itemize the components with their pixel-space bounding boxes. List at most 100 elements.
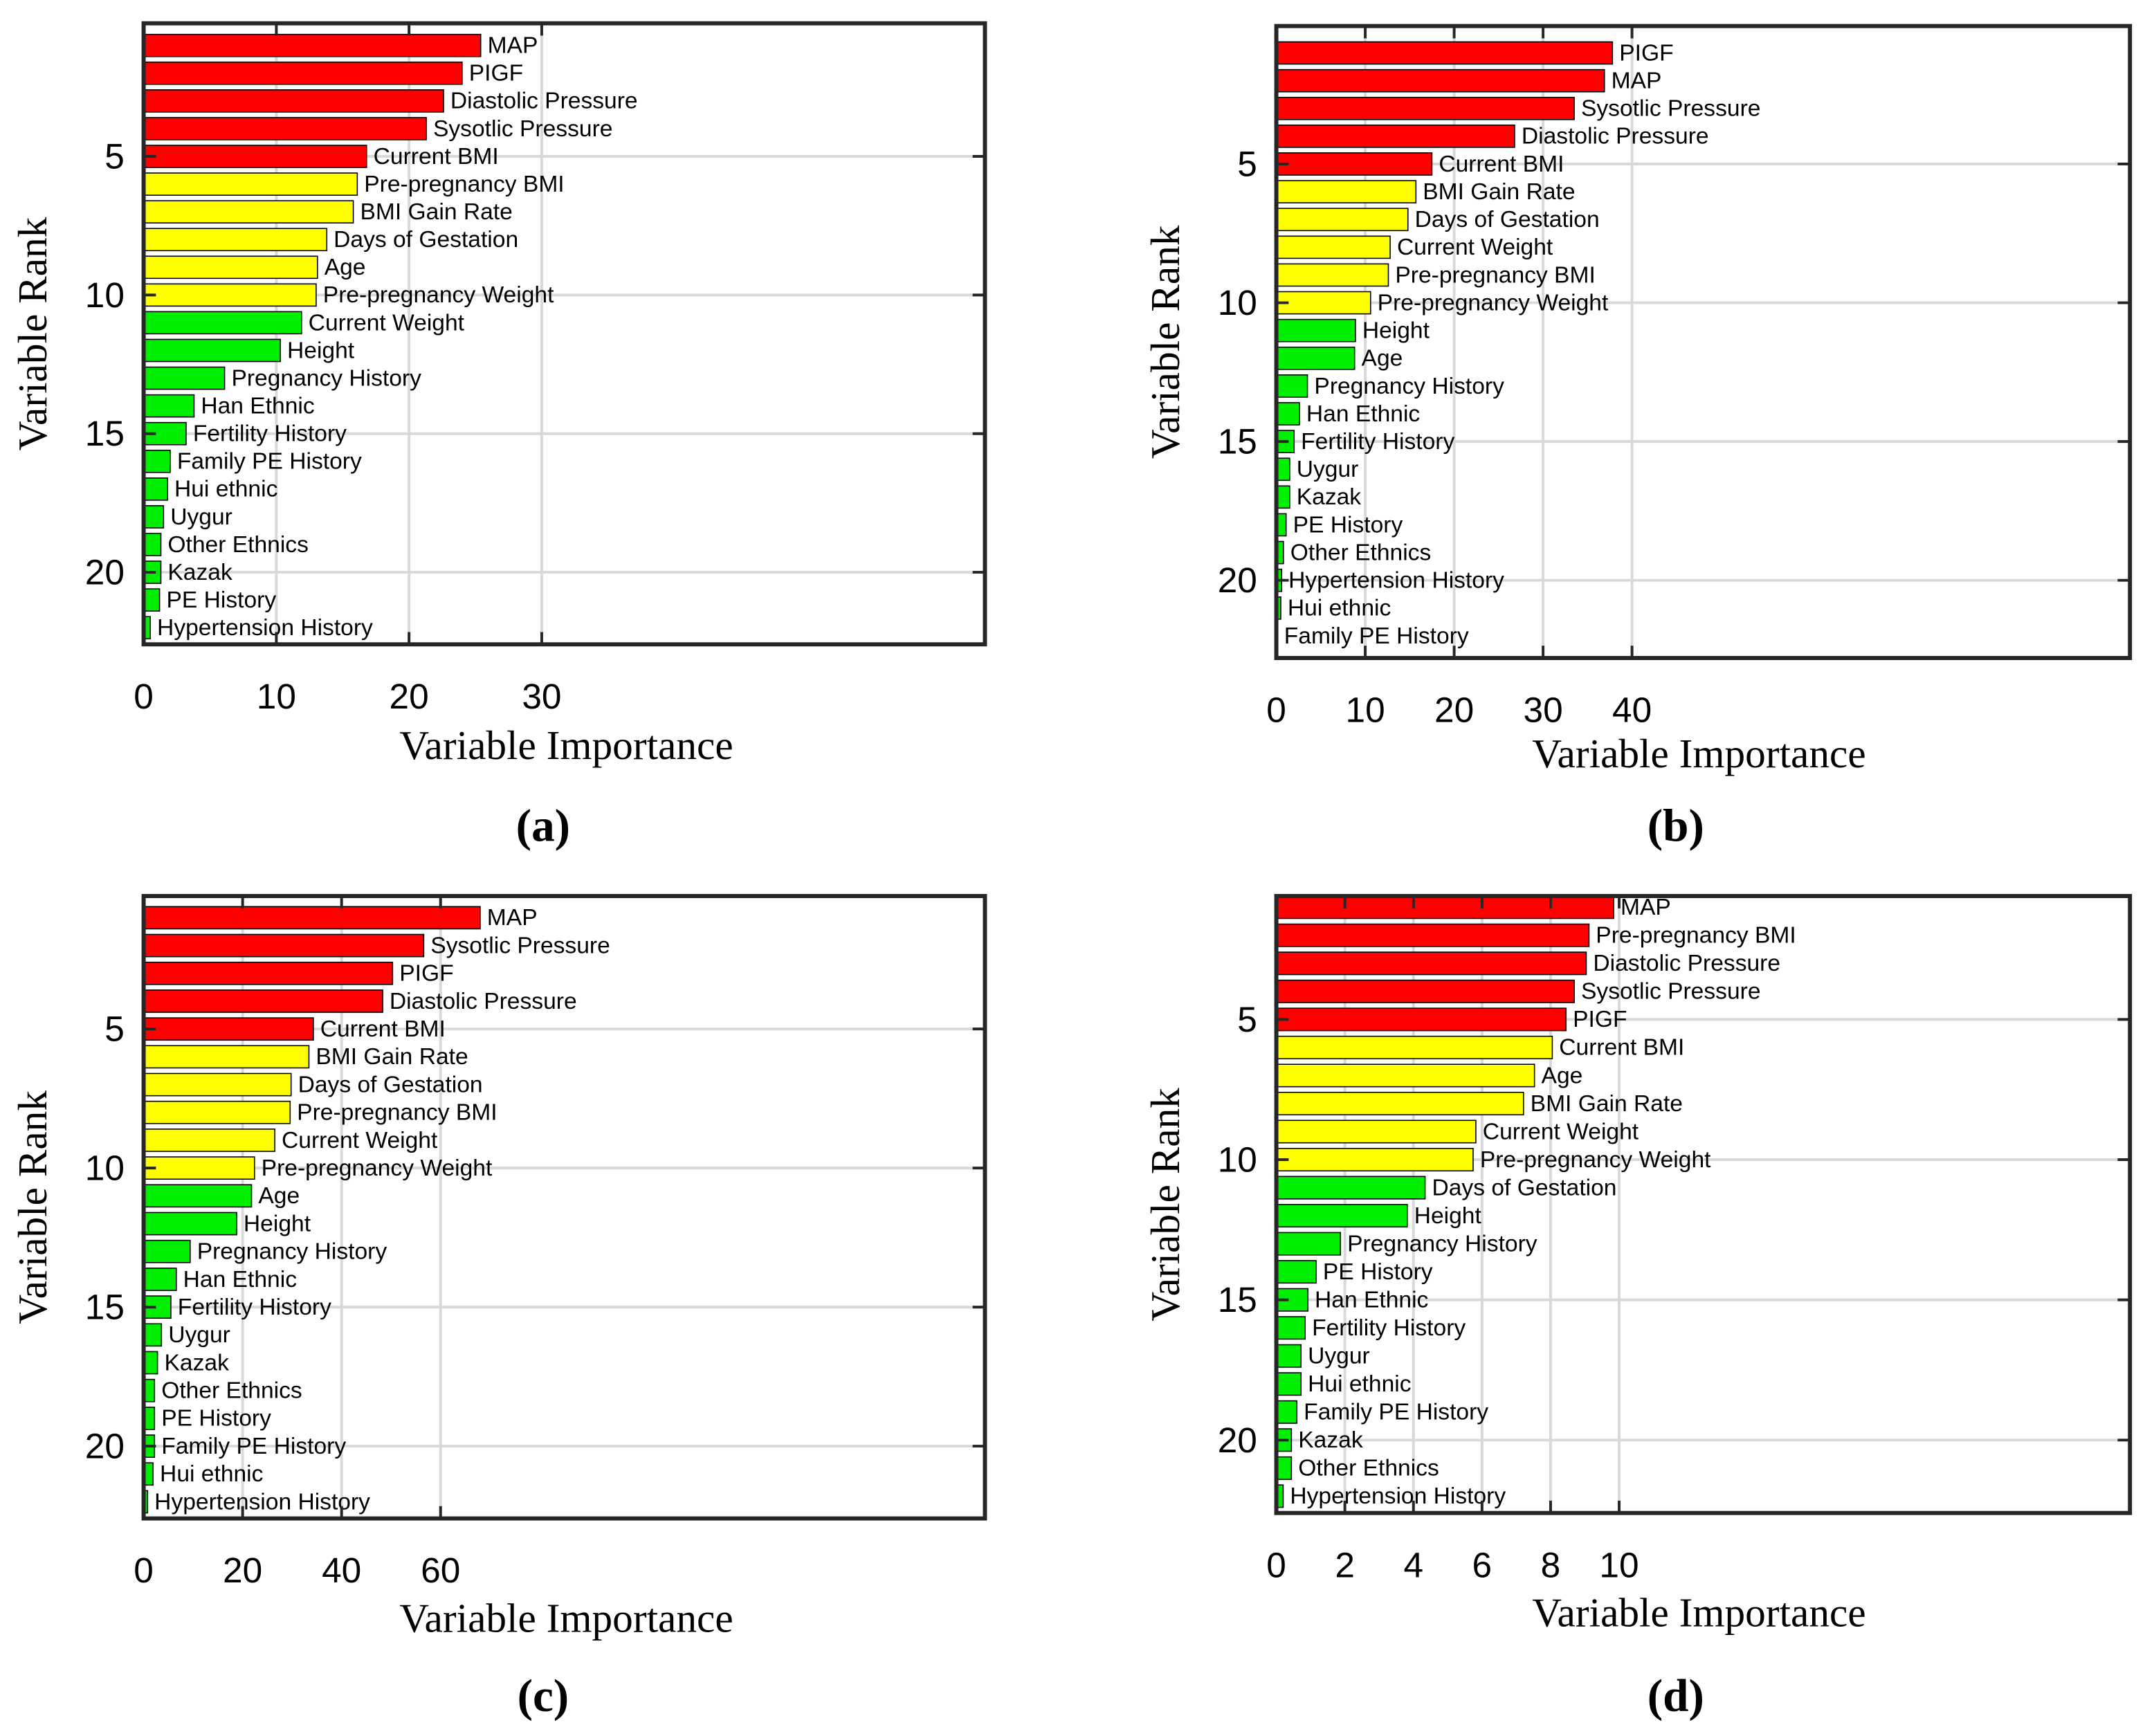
- bar: [1275, 374, 1308, 398]
- bar: [143, 1072, 292, 1097]
- bar: [143, 1156, 255, 1180]
- bar-label: Diastolic Pressure: [1593, 951, 1780, 976]
- bar-label: Pregnancy History: [1314, 374, 1504, 399]
- bar-label: Kazak: [167, 560, 232, 585]
- bar-label: BMI Gain Rate: [1423, 179, 1575, 205]
- bar: [1275, 152, 1433, 176]
- bar-label: Age: [258, 1183, 300, 1209]
- bar: [143, 477, 168, 501]
- y-tick-label: 10: [1218, 1140, 1257, 1180]
- x-tick-label: 0: [134, 676, 154, 716]
- bar: [143, 1295, 172, 1319]
- bar-label: Other Ethnics: [167, 532, 309, 558]
- bar-label: Uygur: [1308, 1344, 1370, 1369]
- bar: [143, 1239, 191, 1263]
- bar-label: Family PE History: [1284, 623, 1469, 649]
- x-tick-label: 10: [1599, 1544, 1639, 1584]
- bar-label: Uygur: [170, 504, 232, 530]
- bar-label: Family PE History: [1304, 1400, 1488, 1425]
- y-tick-label: 10: [85, 1148, 125, 1188]
- bar-label: MAP: [487, 905, 538, 931]
- bar: [1275, 68, 1605, 93]
- bar: [143, 1323, 163, 1347]
- bar-label: Pre-pregnancy BMI: [1395, 262, 1595, 288]
- bar: [1275, 951, 1587, 976]
- x-tick-label: 30: [522, 676, 561, 716]
- bar: [1275, 96, 1575, 120]
- bar-label: Family PE History: [161, 1434, 346, 1459]
- bar-label: Hui ethnic: [1308, 1371, 1411, 1397]
- bar-label: Kazak: [165, 1350, 230, 1376]
- bar: [143, 961, 394, 985]
- bar: [143, 505, 165, 529]
- bar: [143, 1017, 314, 1041]
- bar-label: Current BMI: [1439, 152, 1564, 177]
- bar: [1275, 1372, 1302, 1396]
- bar-label: Hui ethnic: [174, 477, 277, 502]
- bar: [1275, 923, 1590, 947]
- bar-label: Hui ethnic: [160, 1461, 263, 1487]
- bar-label: Current Weight: [282, 1128, 438, 1153]
- bar: [1275, 1063, 1535, 1088]
- bar: [143, 145, 367, 168]
- y-tick-label: 5: [1237, 999, 1257, 1039]
- y-tick-label: 10: [85, 275, 125, 315]
- bar-label: Current BMI: [320, 1016, 446, 1042]
- bar-label: Current Weight: [1397, 235, 1553, 260]
- x-tick-label: 20: [1434, 690, 1474, 730]
- y-tick-label: 15: [1218, 421, 1257, 462]
- bar: [1275, 1316, 1306, 1340]
- y-tick-label: 5: [104, 136, 125, 176]
- bar: [1275, 1204, 1408, 1228]
- bar-label: Han Ethnic: [201, 394, 314, 419]
- bar: [1275, 979, 1575, 1003]
- plot-frame: [141, 21, 987, 647]
- bar: [143, 1212, 237, 1236]
- panel-label: (d): [1647, 1670, 1704, 1721]
- bar: [143, 283, 317, 307]
- panel-label: (c): [518, 1670, 569, 1721]
- bar-label: Fertility History: [178, 1295, 331, 1320]
- bar-label: MAP: [488, 33, 538, 59]
- bar-label: Hypertension History: [1288, 568, 1504, 594]
- bar-label: Fertility History: [193, 421, 347, 447]
- bar-label: Days of Gestation: [1432, 1175, 1616, 1200]
- y-tick-label: 15: [1218, 1279, 1257, 1319]
- bar: [143, 255, 318, 280]
- bar: [1275, 1456, 1293, 1480]
- bar-label: Han Ethnic: [1315, 1288, 1428, 1313]
- bar: [1275, 1400, 1298, 1424]
- y-tick-label: 15: [85, 1287, 125, 1327]
- bar-label: Fertility History: [1301, 429, 1454, 455]
- y-tick-label: 20: [1218, 560, 1257, 600]
- bar: [143, 933, 425, 958]
- bar: [143, 61, 463, 85]
- bar-label: Hypertension History: [157, 615, 373, 641]
- bar-label: Pregnancy History: [1347, 1231, 1537, 1257]
- bar-label: PIGF: [469, 61, 523, 86]
- x-tick-label: 0: [1266, 690, 1286, 730]
- x-tick-label: 20: [390, 676, 429, 716]
- x-tick-label: 40: [322, 1550, 361, 1590]
- bar-label: Current Weight: [309, 310, 465, 336]
- bar: [1275, 235, 1391, 259]
- bar-label: Pre-pregnancy Weight: [1378, 290, 1609, 316]
- bar: [143, 533, 162, 556]
- bar-label: PE History: [1323, 1259, 1433, 1285]
- bar: [143, 1045, 310, 1069]
- bar: [1275, 1035, 1553, 1059]
- plot-frame: [141, 894, 987, 1521]
- bar: [143, 1184, 253, 1208]
- bar-label: Pre-pregnancy BMI: [1596, 923, 1796, 949]
- x-tick-label: 40: [1612, 690, 1652, 730]
- bar-label: Kazak: [1298, 1427, 1363, 1453]
- bar-label: Han Ethnic: [1306, 401, 1420, 427]
- bar-label: Family PE History: [177, 449, 362, 475]
- bar: [143, 1129, 275, 1152]
- bar-label: PE History: [161, 1406, 271, 1432]
- y-axis-label: Variable Rank: [1142, 1088, 1188, 1322]
- bar-label: MAP: [1621, 895, 1671, 920]
- bar-label: Days of Gestation: [334, 227, 518, 253]
- bar-label: Diastolic Pressure: [450, 89, 638, 114]
